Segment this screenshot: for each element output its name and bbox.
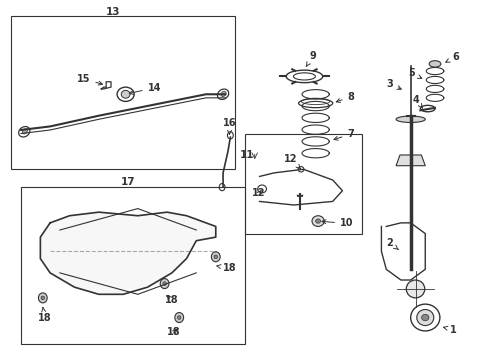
Ellipse shape: [22, 129, 27, 134]
Polygon shape: [396, 155, 425, 166]
Ellipse shape: [160, 279, 169, 289]
Text: 17: 17: [121, 177, 135, 187]
Text: 18: 18: [165, 295, 178, 305]
Text: 5: 5: [408, 68, 422, 78]
Text: 6: 6: [446, 52, 459, 62]
Text: 18: 18: [38, 307, 51, 323]
Text: 18: 18: [167, 327, 181, 337]
Text: 15: 15: [77, 74, 102, 85]
Polygon shape: [40, 212, 216, 294]
Text: 2: 2: [386, 238, 398, 249]
Text: 7: 7: [334, 129, 354, 140]
Ellipse shape: [177, 316, 181, 319]
Ellipse shape: [121, 90, 130, 98]
Ellipse shape: [312, 216, 324, 226]
Text: 3: 3: [386, 79, 401, 89]
Ellipse shape: [211, 252, 220, 262]
Text: 4: 4: [413, 95, 422, 108]
Text: 14: 14: [129, 83, 161, 94]
Ellipse shape: [221, 91, 226, 96]
Bar: [21, 187, 245, 344]
Text: 18: 18: [217, 263, 237, 273]
Ellipse shape: [429, 61, 441, 67]
Ellipse shape: [421, 314, 429, 321]
Text: 13: 13: [106, 7, 121, 17]
Ellipse shape: [41, 296, 45, 300]
Text: 16: 16: [223, 118, 237, 134]
Ellipse shape: [175, 312, 184, 323]
Text: 9: 9: [306, 51, 316, 67]
Ellipse shape: [417, 310, 434, 325]
Ellipse shape: [214, 255, 218, 258]
Ellipse shape: [316, 219, 320, 223]
Bar: [245, 134, 362, 234]
Text: 1: 1: [443, 324, 456, 334]
Ellipse shape: [396, 116, 425, 122]
Text: 12: 12: [284, 154, 301, 169]
Text: 12: 12: [252, 188, 266, 198]
Ellipse shape: [406, 280, 425, 298]
Text: 11: 11: [240, 150, 255, 160]
Ellipse shape: [38, 293, 47, 303]
Bar: [11, 16, 235, 169]
Ellipse shape: [163, 282, 166, 285]
Text: 10: 10: [322, 219, 353, 229]
Text: 8: 8: [336, 92, 354, 102]
